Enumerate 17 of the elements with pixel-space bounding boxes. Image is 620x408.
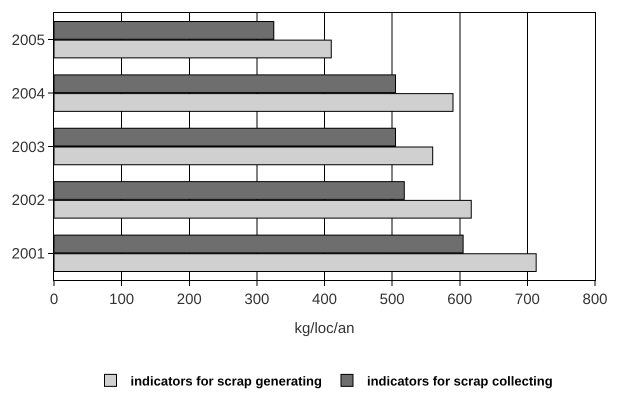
x-tick-label: 0 xyxy=(50,291,58,308)
y-tick-label: 2005 xyxy=(12,32,45,49)
legend-label: indicators for scrap collecting xyxy=(366,373,553,388)
y-tick-label: 2002 xyxy=(12,192,45,210)
y-tick-label: 2004 xyxy=(12,85,45,102)
x-tick-label: 600 xyxy=(447,291,472,308)
x-tick-label: 200 xyxy=(176,291,202,308)
x-tick-label: 300 xyxy=(244,291,270,308)
x-tick-label: 700 xyxy=(514,291,540,308)
x-axis-title: kg/loc/an xyxy=(294,320,355,337)
x-tick-label: 800 xyxy=(582,291,608,308)
y-tick-label: 2001 xyxy=(12,246,45,263)
x-tick-label: 100 xyxy=(109,291,134,308)
legend-label: indicators for scrap generating xyxy=(130,373,322,388)
y-tick-label: 2003 xyxy=(12,138,45,156)
x-tick-label: 400 xyxy=(312,291,338,308)
x-tick-label: 500 xyxy=(380,291,405,308)
